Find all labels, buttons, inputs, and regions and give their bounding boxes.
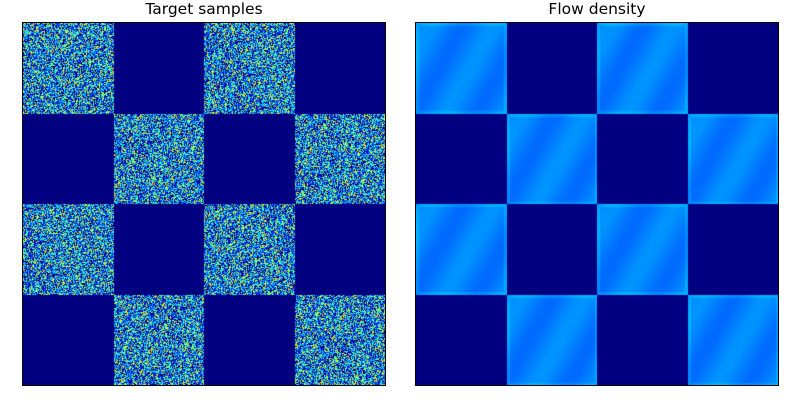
target-samples-heatmap [22, 22, 386, 386]
chart-title-left: Target samples [145, 0, 263, 18]
target-samples-canvas [23, 23, 385, 385]
chart-title-right: Flow density [548, 0, 646, 18]
flow-density-heatmap [415, 22, 779, 386]
flow-density-canvas [416, 23, 778, 385]
